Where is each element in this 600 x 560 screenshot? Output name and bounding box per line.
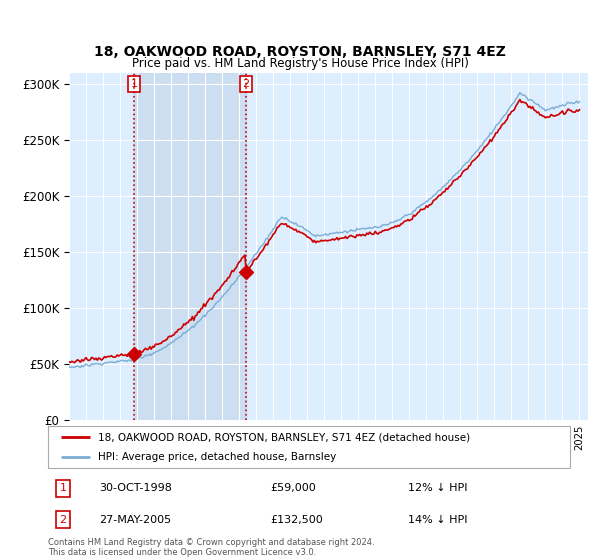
Text: 2: 2 xyxy=(59,515,67,525)
Text: Contains HM Land Registry data © Crown copyright and database right 2024.
This d: Contains HM Land Registry data © Crown c… xyxy=(48,538,374,557)
Text: 2: 2 xyxy=(242,79,250,89)
Text: 18, OAKWOOD ROAD, ROYSTON, BARNSLEY, S71 4EZ: 18, OAKWOOD ROAD, ROYSTON, BARNSLEY, S71… xyxy=(94,45,506,59)
Text: 12% ↓ HPI: 12% ↓ HPI xyxy=(408,483,467,493)
Text: 27-MAY-2005: 27-MAY-2005 xyxy=(99,515,171,525)
Bar xyxy=(134,73,246,420)
Text: HPI: Average price, detached house, Barnsley: HPI: Average price, detached house, Barn… xyxy=(98,452,336,462)
FancyBboxPatch shape xyxy=(48,426,570,468)
Text: 1: 1 xyxy=(131,79,137,89)
Text: Price paid vs. HM Land Registry's House Price Index (HPI): Price paid vs. HM Land Registry's House … xyxy=(131,57,469,70)
Text: £59,000: £59,000 xyxy=(270,483,316,493)
Text: 30-OCT-1998: 30-OCT-1998 xyxy=(99,483,172,493)
Text: 18, OAKWOOD ROAD, ROYSTON, BARNSLEY, S71 4EZ (detached house): 18, OAKWOOD ROAD, ROYSTON, BARNSLEY, S71… xyxy=(98,432,470,442)
Text: 14% ↓ HPI: 14% ↓ HPI xyxy=(408,515,467,525)
Text: £132,500: £132,500 xyxy=(270,515,323,525)
Text: 1: 1 xyxy=(59,483,67,493)
